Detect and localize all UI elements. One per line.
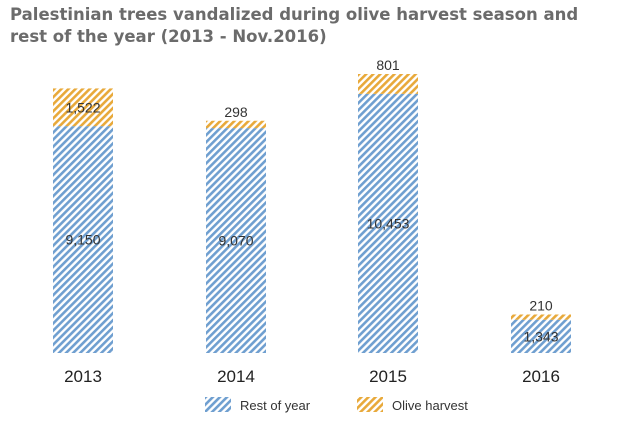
bar-2016-rest-of-year <box>511 319 571 353</box>
bar-2014-olive-harvest <box>206 120 266 129</box>
legend-label-rest-of-year: Rest of year <box>240 398 311 413</box>
bar-2013-olive-harvest <box>53 88 113 127</box>
x-tick-label-2013: 2013 <box>64 367 102 386</box>
value-label-2014-olive-harvest: 298 <box>224 104 248 120</box>
x-tick-label-2016: 2016 <box>522 367 560 386</box>
value-label-2015-olive-harvest: 801 <box>376 57 400 73</box>
value-label-2014-rest-of-year: 9,070 <box>218 233 253 249</box>
bar-2013-rest-of-year <box>53 126 113 354</box>
chart-title: Palestinian trees vandalized during oliv… <box>10 5 579 46</box>
value-label-2013-olive-harvest: 1,522 <box>65 99 100 115</box>
bars-layer: 9,150 1,522 2013 9,070 298 2014 10,453 801 2015 1… <box>53 57 571 386</box>
bar-2015-olive-harvest <box>358 74 418 94</box>
value-label-2013-rest-of-year: 9,150 <box>65 232 100 248</box>
x-tick-label-2015: 2015 <box>369 367 407 386</box>
legend-swatch-olive-harvest <box>357 397 383 412</box>
legend-swatch-rest-of-year <box>205 397 231 412</box>
bar-2016-olive-harvest <box>511 314 571 320</box>
legend-label-olive-harvest: Olive harvest <box>392 398 468 413</box>
value-label-2016-olive-harvest: 210 <box>529 297 553 313</box>
legend: Rest of year Olive harvest <box>205 397 468 413</box>
bar-2014-rest-of-year <box>206 128 266 353</box>
x-tick-label-2014: 2014 <box>217 367 255 386</box>
value-label-2015-rest-of-year: 10,453 <box>367 215 410 231</box>
value-label-2016-rest-of-year: 1,343 <box>523 328 558 344</box>
bar-2015-rest-of-year <box>358 93 418 354</box>
